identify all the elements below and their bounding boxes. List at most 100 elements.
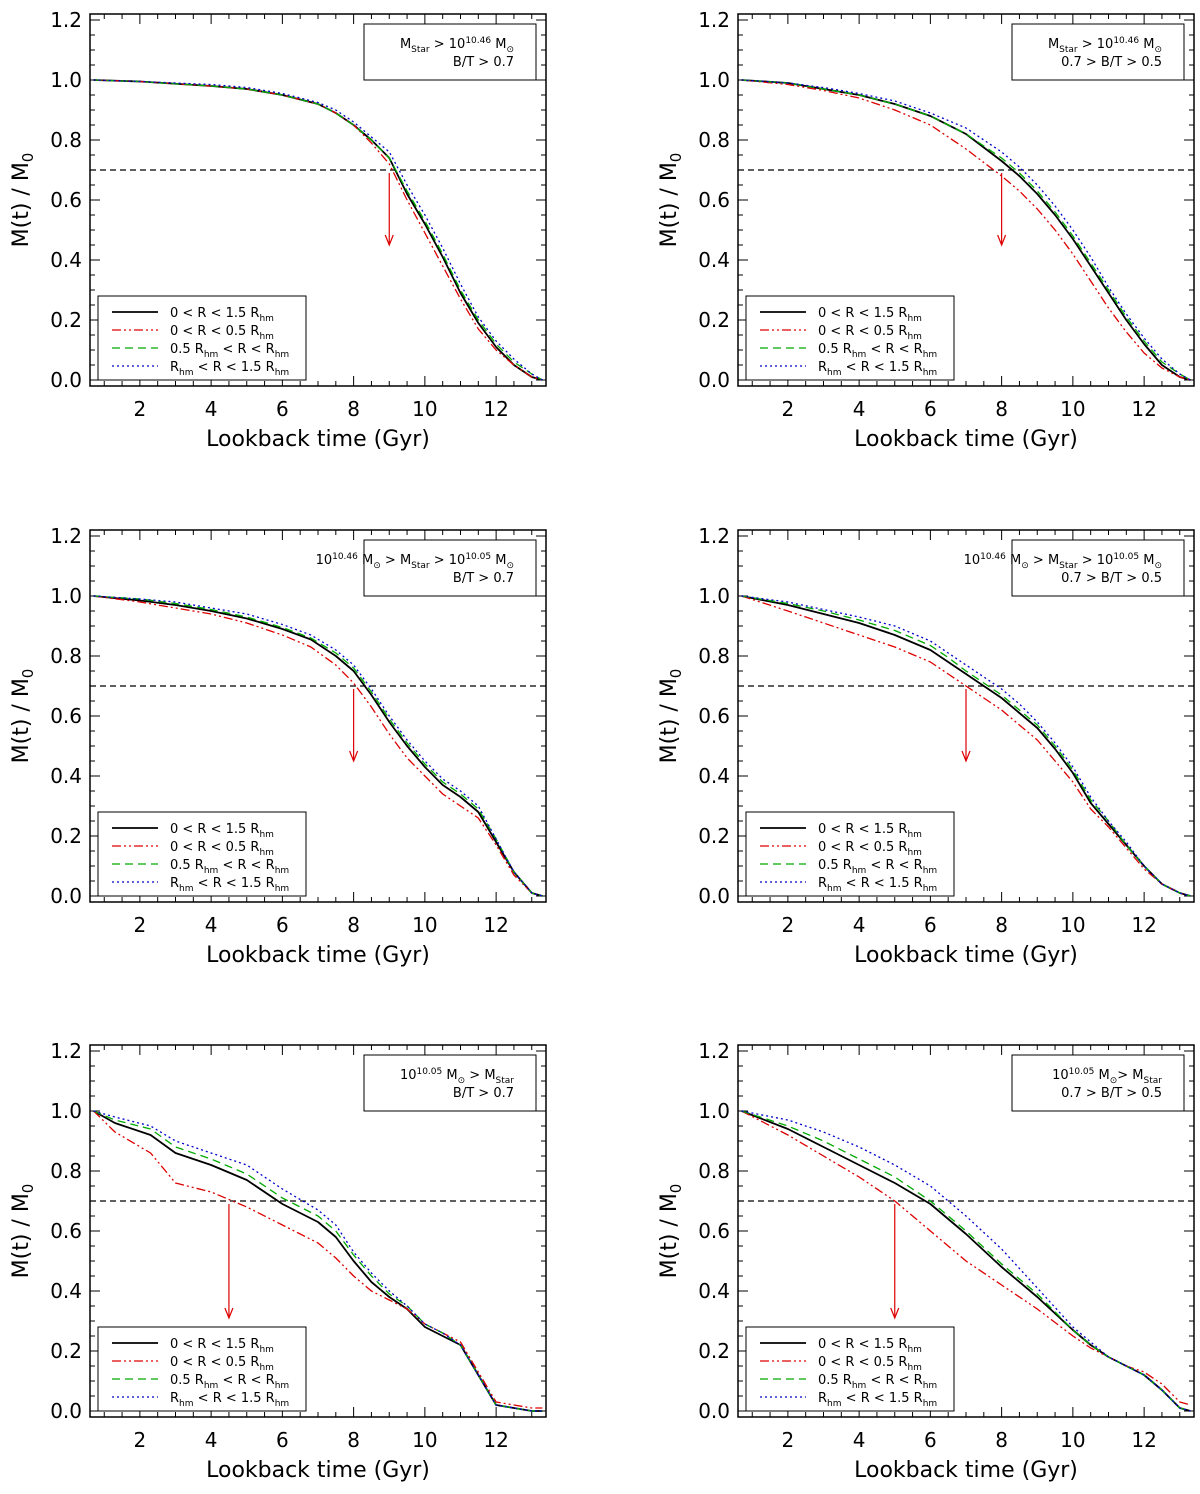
y-tick-label: 0.6 — [698, 704, 730, 728]
legend-label-1-seg: 0 < R < 1.5 R — [818, 822, 907, 837]
legend: 0 < R < 1.5 Rhm​0 < R < 0.5 Rhm​0.5 Rhm​… — [97, 1326, 307, 1412]
x-tick-label: 8 — [995, 913, 1008, 937]
legend-label-1-seg: 0 < R < 1.5 R — [170, 306, 259, 321]
x-tick-label: 4 — [853, 397, 866, 421]
y-axis-label-text: M(t) / M — [657, 678, 682, 763]
series-group — [93, 79, 543, 381]
legend-label-1-seg: hm — [907, 314, 921, 324]
legend-label-1-seg: 0 < R < 1.5 R — [170, 822, 259, 837]
legend-label-2: 0 < R < 0.5 Rhm​ — [170, 324, 274, 342]
info-line-1-seg: Star — [1059, 45, 1078, 55]
legend-label-4-seg: hm — [275, 884, 289, 894]
info-box: 1010.05​ M⊙​ > MStar​B/T > 0.7 — [363, 1054, 537, 1112]
y-tick-label: 0.8 — [50, 1159, 82, 1183]
legend-label-4: Rhm​ < R < 1.5 Rhm​ — [170, 1391, 289, 1409]
info-line-2: 0.7 > B/T > 0.5 — [1061, 55, 1162, 70]
legend-label-1: 0 < R < 1.5 Rhm​ — [170, 306, 274, 324]
x-tick-label: 2 — [782, 913, 795, 937]
x-tick-label: 10 — [412, 397, 437, 421]
legend-label-4-seg: < R < 1.5 R — [842, 1391, 923, 1406]
arrow-head — [961, 750, 971, 763]
y-tick-label: 0.4 — [50, 764, 82, 788]
y-axis-label: M(t) / M0 — [657, 1184, 685, 1279]
legend-label-3-seg: hm — [852, 350, 866, 360]
legend-label-4-seg: R — [170, 876, 179, 891]
y-axis-label-text: M(t) / M — [657, 1193, 682, 1278]
legend-label-2-seg: 0 < R < 0.5 R — [818, 1355, 907, 1370]
y-axis-label: M(t) / M0 — [657, 153, 685, 248]
legend-label-4-seg: R — [170, 1391, 179, 1406]
legend-label-3: 0.5 Rhm​ < R < Rhm​ — [170, 858, 289, 876]
y-axis-label: M(t) / M0 — [9, 1184, 37, 1279]
info-box: MStar​ > 1010.46​ M⊙​0.7 > B/T > 0.5 — [1011, 23, 1185, 81]
x-tick-label: 10 — [412, 1428, 437, 1452]
legend-label-1-seg: hm — [907, 830, 921, 840]
legend-label-3-seg: 0.5 R — [170, 1373, 204, 1388]
legend-label-3-seg: 0.5 R — [170, 342, 204, 357]
info-line-1-seg: > M — [1117, 1068, 1143, 1083]
y-tick-label: 0.8 — [50, 644, 82, 668]
y-tick-label: 0.4 — [698, 248, 730, 272]
y-tick-label: 0.4 — [698, 1279, 730, 1303]
legend: 0 < R < 1.5 Rhm​0 < R < 0.5 Rhm​0.5 Rhm​… — [745, 1326, 955, 1412]
y-tick-label: 0.8 — [698, 644, 730, 668]
legend-label-2-seg: hm — [907, 848, 921, 858]
legend-label-4: Rhm​ < R < 1.5 Rhm​ — [170, 876, 289, 894]
y-tick-label: 1.2 — [50, 8, 82, 32]
info-line-1-seg: M — [1139, 553, 1154, 568]
legend-label-2: 0 < R < 0.5 Rhm​ — [818, 324, 922, 342]
legend-label-1: 0 < R < 1.5 Rhm​ — [170, 822, 274, 840]
y-tick-label: 1.2 — [698, 1039, 730, 1063]
legend-label-2-seg: hm — [907, 1363, 921, 1373]
info-line-1: MStar​ > 1010.46​ M⊙​ — [400, 36, 514, 55]
info-line-1-seg: 10 — [400, 1068, 417, 1083]
info-line-1-seg: > 10 — [1078, 553, 1114, 568]
legend-label-4-seg: hm — [179, 1399, 193, 1409]
arrow-head — [997, 234, 1007, 247]
info-line-1-seg: Star — [1059, 561, 1078, 571]
y-tick-label: 0.0 — [698, 1399, 730, 1423]
legend-label-4-seg: < R < 1.5 R — [194, 360, 275, 375]
x-tick-label: 12 — [483, 397, 508, 421]
x-tick-label: 12 — [483, 913, 508, 937]
legend-label-3-seg: hm — [204, 350, 218, 360]
legend-label-3-seg: hm — [275, 1381, 289, 1391]
legend-label-3-seg: hm — [852, 1381, 866, 1391]
x-tick-label: 2 — [782, 397, 795, 421]
legend-label-1-seg: hm — [259, 1345, 273, 1355]
y-tick-label: 1.2 — [698, 524, 730, 548]
y-tick-label: 0.8 — [50, 128, 82, 152]
y-axis-label-text: M(t) / M — [9, 162, 34, 247]
info-box-frame — [363, 1054, 537, 1112]
legend-label-4-seg: R — [170, 360, 179, 375]
series-group — [741, 1110, 1191, 1412]
x-tick-label: 10 — [1060, 1428, 1085, 1452]
x-tick-label: 8 — [995, 1428, 1008, 1452]
info-line-1-seg: 10 — [1052, 1068, 1069, 1083]
x-axis-label: Lookback time (Gyr) — [206, 427, 430, 452]
y-tick-label: 0.2 — [698, 824, 730, 848]
info-line-1-seg: M — [1094, 1068, 1109, 1083]
legend-label-1-seg: hm — [259, 314, 273, 324]
y-axis-label-subscript: 0 — [19, 1184, 37, 1194]
x-tick-label: 4 — [205, 913, 218, 937]
info-line-1-seg: 10.05 — [1113, 552, 1139, 562]
x-tick-label: 12 — [483, 1428, 508, 1452]
legend-label-3-seg: 0.5 R — [818, 342, 852, 357]
x-tick-label: 4 — [853, 1428, 866, 1452]
legend-label-2-seg: hm — [259, 848, 273, 858]
legend-label-1-seg: hm — [907, 1345, 921, 1355]
info-line-1-seg: 10.05 — [465, 552, 491, 562]
legend: 0 < R < 1.5 Rhm​0 < R < 0.5 Rhm​0.5 Rhm​… — [745, 295, 955, 381]
info-line-1: MStar​ > 1010.46​ M⊙​ — [1048, 36, 1162, 55]
series-line-2 — [93, 79, 543, 381]
legend-label-3: 0.5 Rhm​ < R < Rhm​ — [818, 1373, 937, 1391]
legend-label-3-seg: < R < R — [866, 342, 922, 357]
x-tick-label: 10 — [1060, 397, 1085, 421]
x-tick-label: 2 — [134, 1428, 147, 1452]
legend-label-3-seg: < R < R — [218, 1373, 274, 1388]
y-axis-label-subscript: 0 — [19, 669, 37, 679]
y-axis-label-text: M(t) / M — [9, 1193, 34, 1278]
y-tick-label: 1.2 — [698, 8, 730, 32]
info-box: MStar​ > 1010.46​ M⊙​B/T > 0.7 — [363, 23, 537, 81]
